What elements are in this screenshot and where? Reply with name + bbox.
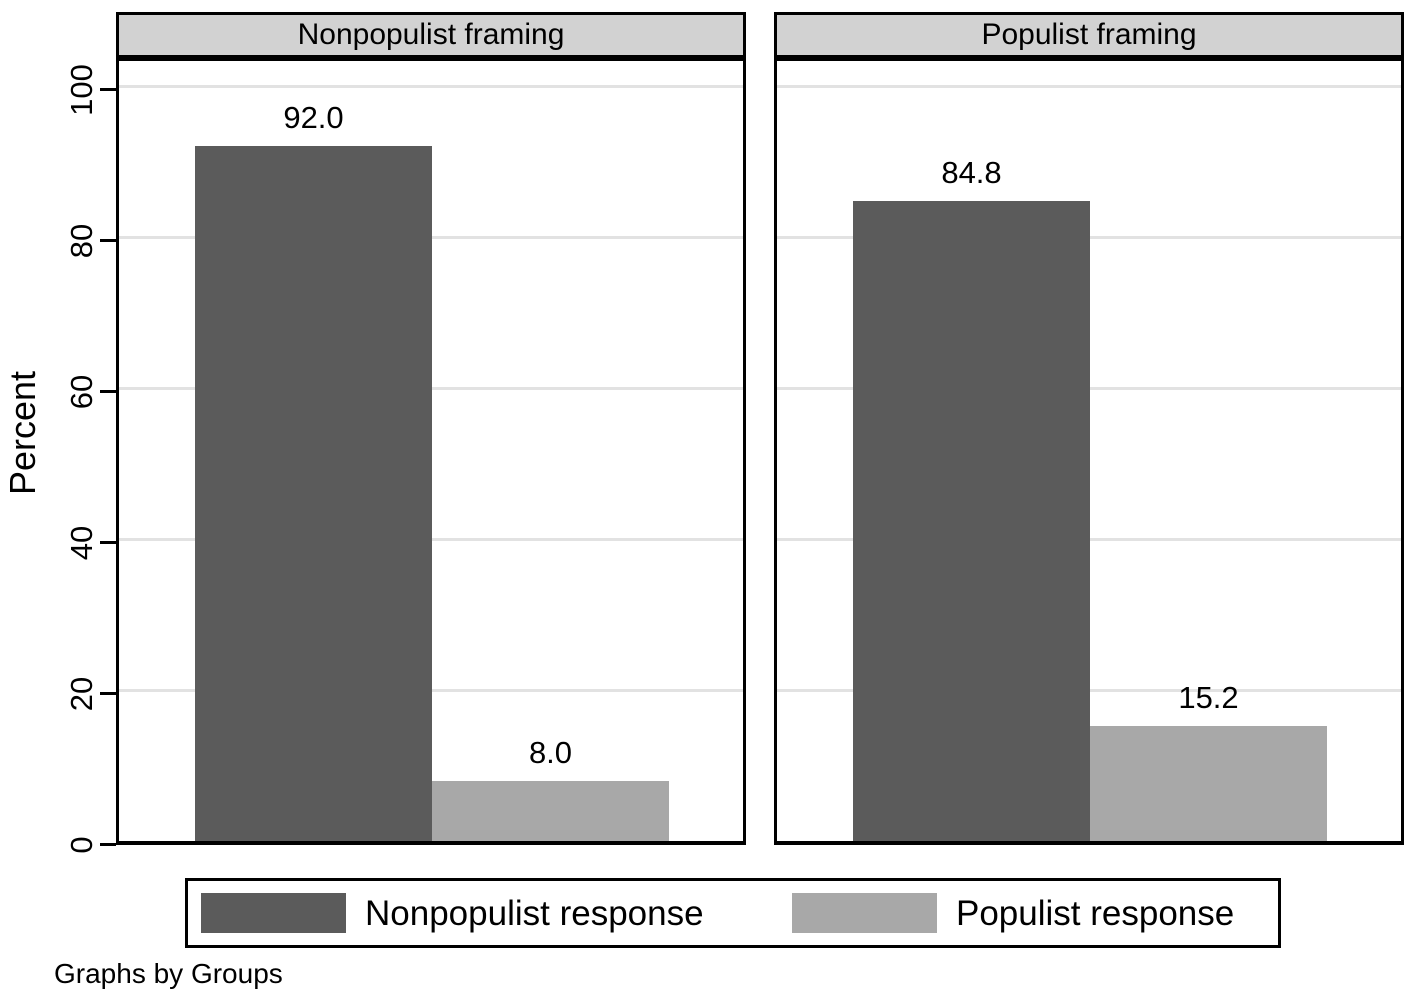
y-tick-label-40: 40	[64, 525, 99, 561]
y-tick-label-100: 100	[64, 64, 99, 116]
y-tick-80	[100, 239, 116, 242]
legend-label-nonpopulist-response: Nonpopulist response	[365, 894, 704, 933]
gridline-100	[777, 85, 1401, 88]
legend-swatch-populist-response	[792, 893, 937, 933]
legend: Nonpopulist response Populist response	[185, 878, 1281, 948]
panel-header-populist-framing: Populist framing	[774, 12, 1404, 58]
panel-populist-framing: 84.8 15.2	[774, 58, 1404, 845]
y-axis-title: Percent	[2, 370, 43, 496]
y-tick-60	[100, 390, 116, 393]
panel-header-nonpopulist-framing: Nonpopulist framing	[116, 12, 746, 58]
bar-value-label: 92.0	[283, 100, 344, 136]
gridline-100	[119, 85, 743, 88]
bar-rect	[853, 200, 1090, 841]
y-tick-0	[100, 843, 116, 846]
bar-value-label: 8.0	[528, 734, 573, 770]
bar-populist-framing-nonpopulist-response: 84.8	[853, 61, 1090, 841]
y-tick-40	[100, 541, 116, 544]
panel-nonpopulist-framing: 92.0 8.0	[116, 58, 746, 845]
y-tick-20	[100, 692, 116, 695]
bar-value-label: 84.8	[941, 154, 1002, 190]
bar-nonpopulist-framing-nonpopulist-response: 92.0	[195, 61, 432, 841]
bar-rect	[1090, 726, 1327, 841]
panel-title: Populist framing	[981, 18, 1197, 51]
y-tick-label-20: 20	[64, 676, 99, 712]
bar-nonpopulist-framing-populist-response: 8.0	[432, 61, 669, 841]
bar-rect	[195, 146, 432, 841]
graphs-by-note: Graphs by Groups	[54, 958, 283, 989]
y-tick-label-0: 0	[64, 836, 99, 854]
bar-value-label: 15.2	[1178, 680, 1239, 716]
y-tick-label-60: 60	[64, 374, 99, 410]
panel-title: Nonpopulist framing	[297, 18, 565, 51]
bar-populist-framing-populist-response: 15.2	[1090, 61, 1327, 841]
bar-rect	[432, 780, 669, 841]
legend-label-populist-response: Populist response	[956, 894, 1235, 933]
y-tick-label-80: 80	[64, 223, 99, 259]
legend-swatch-nonpopulist-response	[201, 893, 346, 933]
y-tick-100	[100, 88, 116, 91]
